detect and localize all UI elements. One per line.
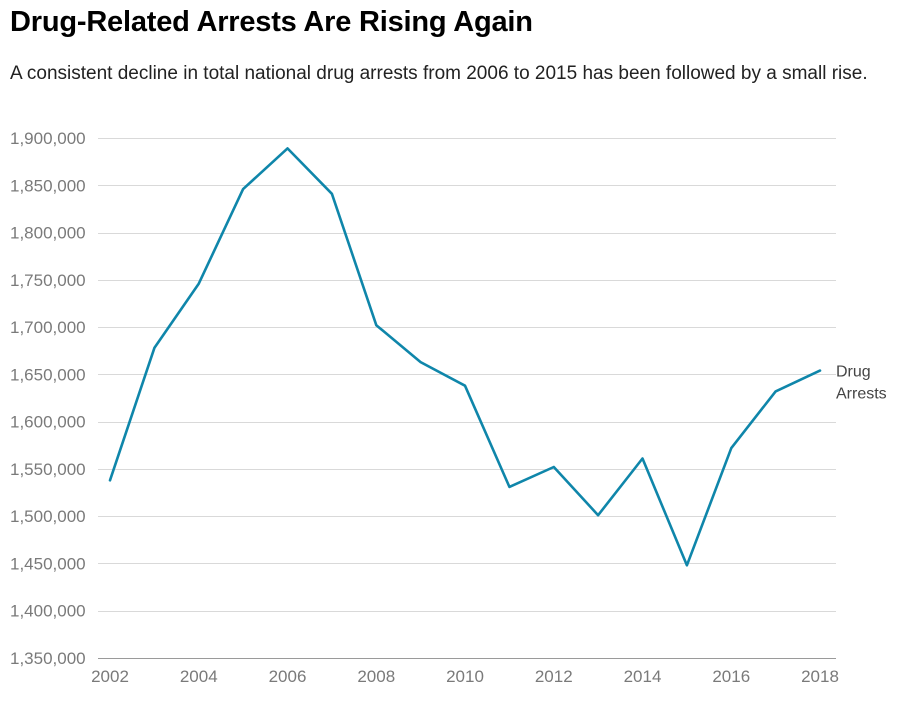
y-tick-label: 1,700,000 xyxy=(10,318,86,337)
y-tick-label: 1,850,000 xyxy=(10,176,86,195)
x-tick-label: 2004 xyxy=(180,667,218,686)
y-tick-label: 1,650,000 xyxy=(10,365,86,384)
y-tick-label: 1,750,000 xyxy=(10,271,86,290)
series-labels: Drug Arrests xyxy=(836,364,887,403)
series-label: Arrests xyxy=(836,386,887,403)
chart-title: Drug-Related Arrests Are Rising Again xyxy=(10,6,533,38)
gridlines xyxy=(98,138,836,659)
x-tick-label: 2016 xyxy=(712,667,750,686)
y-tick-label: 1,350,000 xyxy=(10,649,86,668)
series-label: Drug xyxy=(836,364,871,381)
x-tick-label: 2018 xyxy=(801,667,839,686)
y-tick-label: 1,900,000 xyxy=(10,129,86,148)
y-tick-label: 1,450,000 xyxy=(10,554,86,573)
x-tick-label: 2014 xyxy=(624,667,662,686)
y-axis-tick-labels: 1,350,000 1,400,000 1,450,000 1,500,000 1,55… xyxy=(10,129,86,668)
y-tick-label: 1,500,000 xyxy=(10,507,86,526)
x-tick-label: 2008 xyxy=(357,667,395,686)
y-tick-label: 1,400,000 xyxy=(10,602,86,621)
y-tick-label: 1,550,000 xyxy=(10,460,86,479)
x-tick-label: 2006 xyxy=(269,667,307,686)
chart-subtitle: A consistent decline in total national d… xyxy=(10,63,868,84)
x-tick-label: 2012 xyxy=(535,667,573,686)
y-tick-label: 1,600,000 xyxy=(10,413,86,432)
series-line-drug-arrests xyxy=(108,147,822,567)
x-axis-tick-labels: 2002 2004 2006 2008 2010 2012 2014 2016 2018 xyxy=(91,667,839,686)
x-tick-label: 2010 xyxy=(446,667,484,686)
x-tick-label: 2002 xyxy=(91,667,129,686)
y-tick-label: 1,800,000 xyxy=(10,224,86,243)
series-layer xyxy=(108,147,822,567)
